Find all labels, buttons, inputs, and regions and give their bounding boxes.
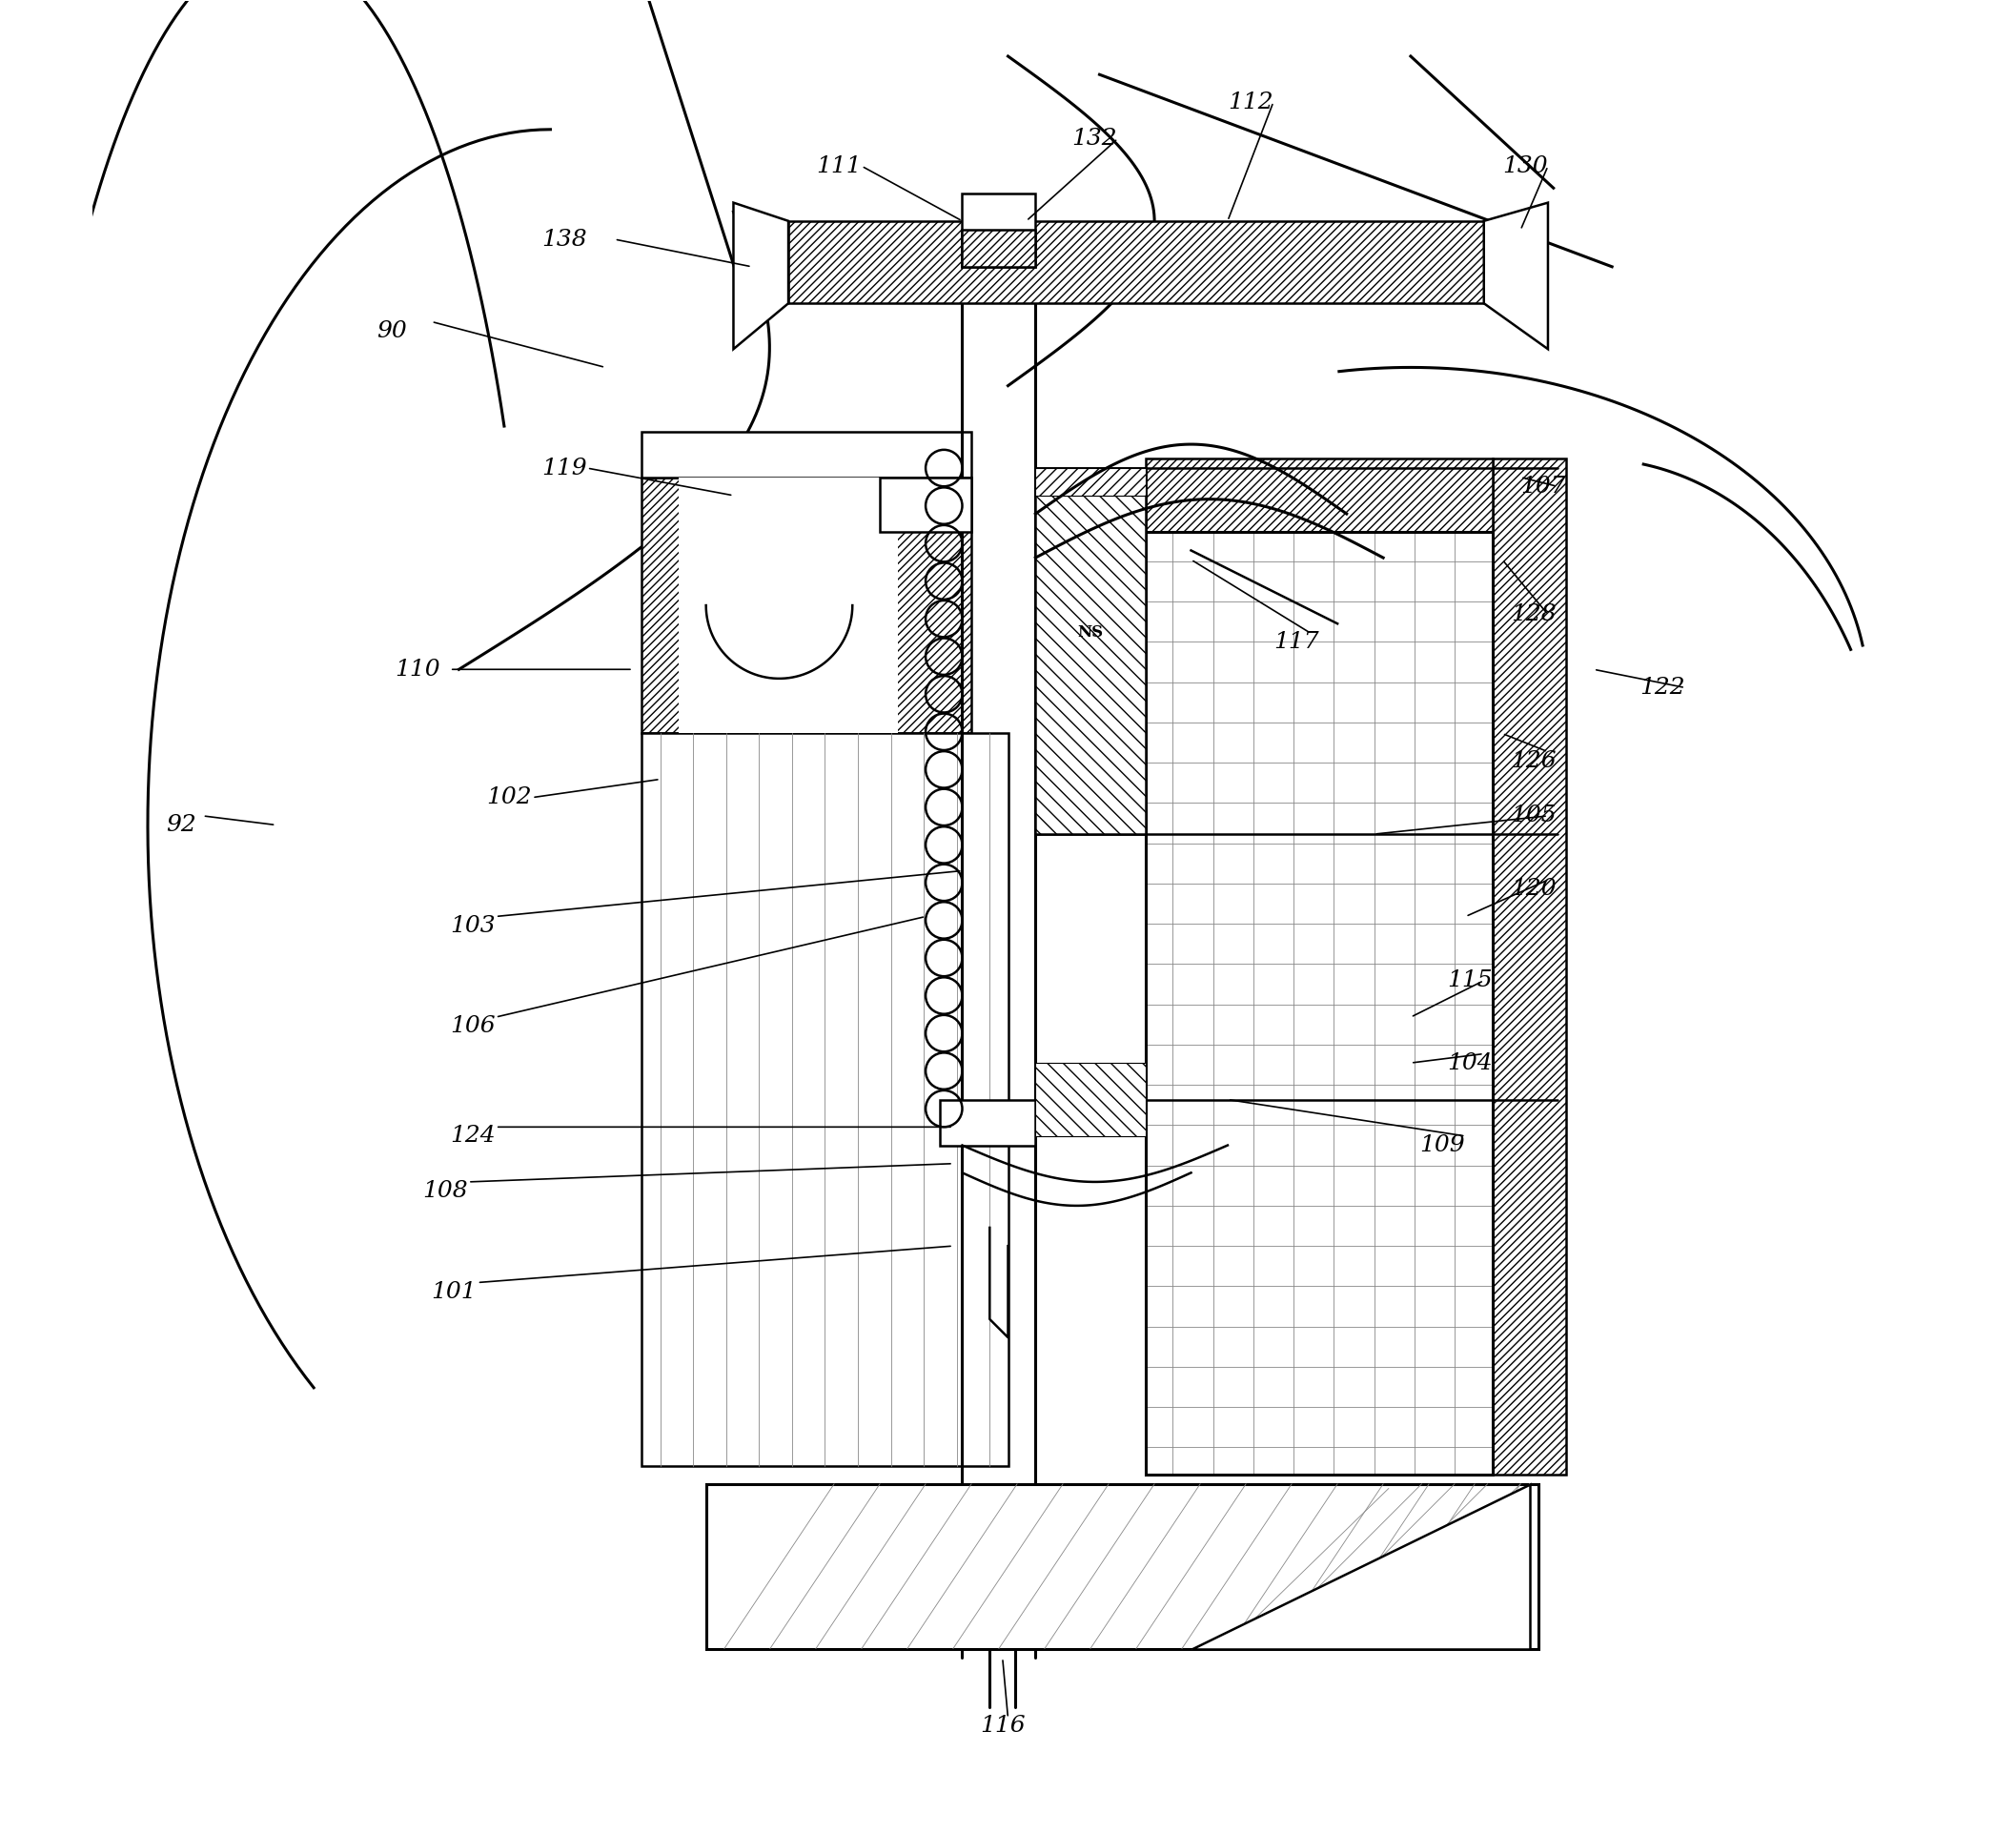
Text: NS: NS: [1077, 625, 1103, 642]
Text: 105: 105: [1512, 805, 1556, 827]
Bar: [962, 194, 1036, 268]
Text: 111: 111: [816, 156, 861, 178]
Polygon shape: [734, 203, 788, 348]
Text: 116: 116: [980, 1714, 1026, 1736]
Text: 115: 115: [1447, 970, 1492, 992]
Polygon shape: [1484, 203, 1548, 348]
Text: 107: 107: [1520, 475, 1566, 497]
Text: 117: 117: [1274, 631, 1318, 653]
Bar: [939, 1100, 1036, 1146]
Bar: [962, 231, 1036, 268]
Bar: [1036, 467, 1145, 495]
Text: 92: 92: [165, 814, 196, 836]
Text: 102: 102: [486, 786, 532, 808]
Bar: [788, 222, 1484, 302]
Text: 108: 108: [421, 1180, 468, 1202]
Polygon shape: [1191, 1485, 1530, 1648]
Text: 110: 110: [395, 658, 439, 680]
Text: 122: 122: [1639, 676, 1685, 698]
Text: 104: 104: [1447, 1052, 1492, 1074]
Bar: [1494, 458, 1566, 1476]
Text: 126: 126: [1512, 750, 1556, 772]
Text: 124: 124: [450, 1125, 496, 1147]
Bar: [1036, 467, 1145, 834]
Text: 120: 120: [1512, 878, 1556, 900]
Text: 130: 130: [1502, 156, 1548, 178]
Bar: [641, 477, 972, 733]
Bar: [641, 733, 1008, 1466]
Bar: [679, 477, 899, 733]
Bar: [1036, 1063, 1145, 1136]
Bar: [1145, 532, 1494, 1476]
Text: 103: 103: [450, 915, 496, 937]
Text: 132: 132: [1073, 128, 1117, 150]
Text: 119: 119: [540, 456, 587, 478]
Text: 101: 101: [431, 1281, 478, 1303]
Bar: [706, 1485, 1538, 1648]
Text: 112: 112: [1228, 92, 1272, 114]
Text: 106: 106: [450, 1015, 496, 1037]
Text: 128: 128: [1512, 603, 1556, 625]
Bar: [879, 477, 972, 532]
Bar: [1145, 458, 1494, 532]
Text: 138: 138: [540, 229, 587, 251]
Bar: [641, 431, 972, 477]
Text: 109: 109: [1419, 1135, 1466, 1157]
Text: 90: 90: [377, 319, 407, 341]
